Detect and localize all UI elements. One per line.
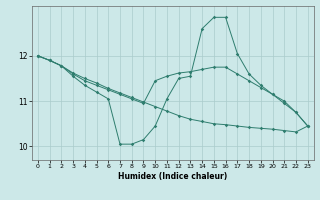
X-axis label: Humidex (Indice chaleur): Humidex (Indice chaleur) [118,172,228,181]
